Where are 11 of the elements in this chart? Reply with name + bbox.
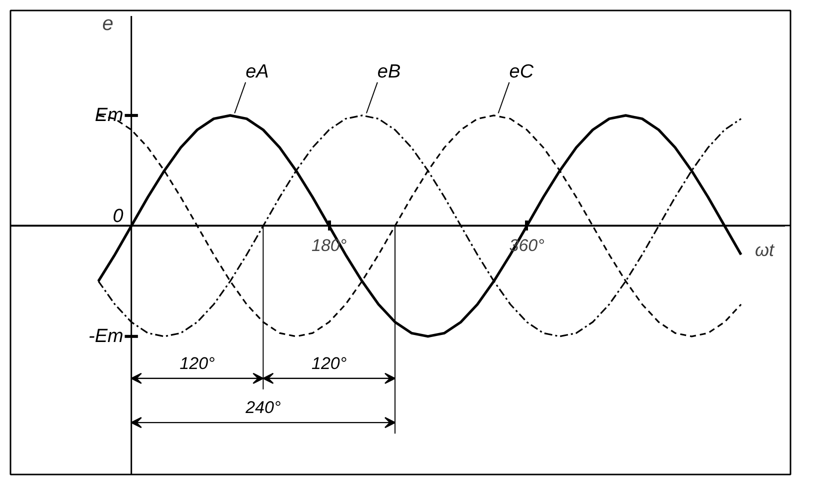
text: 120°: [180, 354, 216, 373]
text: 120°: [312, 354, 347, 373]
y-axis-title: e: [102, 13, 114, 36]
series-label: eC: [509, 61, 534, 82]
series-label: eB: [377, 61, 401, 82]
annotation: -Em: [88, 326, 124, 347]
x-axis-title: ωt: [755, 240, 776, 260]
annotation: 0: [112, 206, 124, 227]
annotation: Em: [94, 104, 124, 126]
series-label: eA: [246, 61, 269, 82]
text: 240°: [244, 398, 281, 418]
